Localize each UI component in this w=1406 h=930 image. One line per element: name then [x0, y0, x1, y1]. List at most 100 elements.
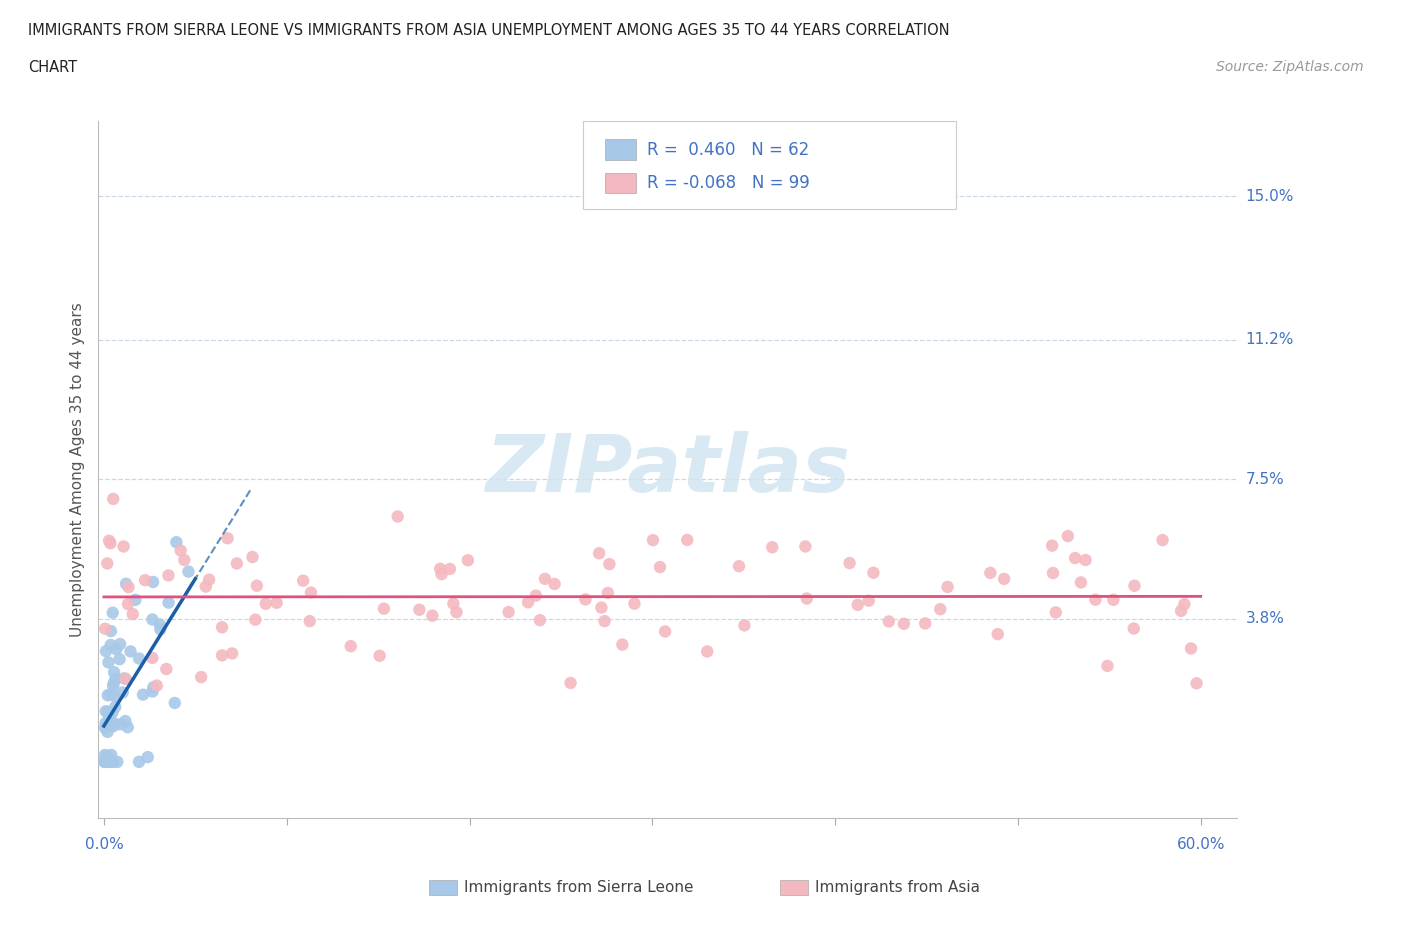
Point: [112, 671, 135, 685]
Text: 60.0%: 60.0%: [1177, 837, 1225, 852]
Point: [339, 639, 361, 654]
Point: [100, 638, 122, 653]
Point: [100, 687, 122, 702]
Point: [117, 579, 139, 594]
Point: [100, 624, 122, 639]
Point: [96, 749, 118, 764]
Text: CHART: CHART: [28, 60, 77, 75]
Text: R =  0.460   N = 62: R = 0.460 N = 62: [647, 140, 808, 159]
Point: [862, 565, 884, 580]
Point: [422, 608, 444, 623]
Point: [134, 573, 156, 588]
Text: 3.8%: 3.8%: [1246, 611, 1285, 626]
Point: [1097, 658, 1119, 673]
Point: [97, 754, 120, 769]
Point: [108, 637, 131, 652]
Point: [796, 591, 818, 606]
Point: [457, 552, 479, 567]
Point: [173, 552, 195, 567]
Point: [211, 648, 233, 663]
Point: [100, 536, 122, 551]
Point: [198, 572, 221, 587]
Point: [103, 675, 125, 690]
Point: [211, 620, 233, 635]
Point: [1042, 565, 1064, 580]
Point: [97, 752, 120, 767]
Point: [846, 597, 869, 612]
Point: [141, 684, 163, 699]
Point: [1185, 676, 1208, 691]
Point: [993, 571, 1015, 586]
Point: [149, 617, 172, 631]
Point: [696, 644, 718, 659]
Point: [111, 685, 134, 700]
Point: [446, 604, 468, 619]
Point: [96, 556, 118, 571]
Point: [104, 689, 127, 704]
Point: [117, 597, 139, 612]
Point: [641, 533, 664, 548]
Text: Source: ZipAtlas.com: Source: ZipAtlas.com: [1216, 60, 1364, 74]
Point: [914, 616, 936, 631]
Point: [524, 588, 547, 603]
Point: [1173, 597, 1195, 612]
Point: [190, 670, 212, 684]
Point: [115, 577, 138, 591]
Point: [1122, 621, 1144, 636]
Point: [142, 680, 165, 695]
Point: [598, 557, 620, 572]
Point: [105, 642, 128, 657]
Point: [858, 593, 880, 608]
Point: [298, 614, 321, 629]
Point: [121, 606, 143, 621]
Point: [94, 754, 117, 769]
Point: [103, 716, 125, 731]
Point: [94, 715, 117, 730]
Point: [373, 601, 395, 616]
Point: [94, 644, 117, 658]
Text: Immigrants from Sierra Leone: Immigrants from Sierra Leone: [464, 880, 693, 895]
Point: [101, 754, 124, 769]
Y-axis label: Unemployment Among Ages 35 to 44 years: Unemployment Among Ages 35 to 44 years: [70, 302, 86, 637]
Point: [94, 748, 117, 763]
Point: [103, 665, 125, 680]
Point: [100, 754, 122, 769]
Point: [221, 646, 243, 661]
Point: [838, 555, 860, 570]
Point: [142, 575, 165, 590]
Point: [132, 687, 155, 702]
Point: [588, 546, 610, 561]
Point: [112, 539, 135, 554]
Point: [794, 539, 817, 554]
Point: [94, 721, 117, 736]
Point: [543, 577, 565, 591]
Point: [593, 614, 616, 629]
Point: [761, 539, 783, 554]
Point: [591, 600, 613, 615]
Point: [98, 754, 121, 769]
Point: [97, 655, 120, 670]
Text: R = -0.068   N = 99: R = -0.068 N = 99: [647, 174, 810, 193]
Point: [266, 595, 288, 610]
Point: [498, 604, 520, 619]
Point: [108, 652, 131, 667]
Text: Immigrants from Asia: Immigrants from Asia: [815, 880, 980, 895]
Point: [157, 568, 180, 583]
Point: [1102, 592, 1125, 607]
Point: [105, 754, 128, 769]
Point: [114, 671, 136, 686]
Point: [103, 719, 125, 734]
Point: [1170, 604, 1192, 618]
Point: [441, 596, 464, 611]
Point: [1045, 604, 1067, 619]
Point: [128, 754, 150, 769]
Point: [439, 562, 461, 577]
Point: [648, 560, 671, 575]
Point: [517, 595, 540, 610]
Point: [157, 595, 180, 610]
Text: 15.0%: 15.0%: [1246, 189, 1294, 204]
Point: [98, 751, 121, 766]
Point: [104, 699, 127, 714]
Point: [596, 586, 619, 601]
Text: 0.0%: 0.0%: [84, 837, 124, 852]
